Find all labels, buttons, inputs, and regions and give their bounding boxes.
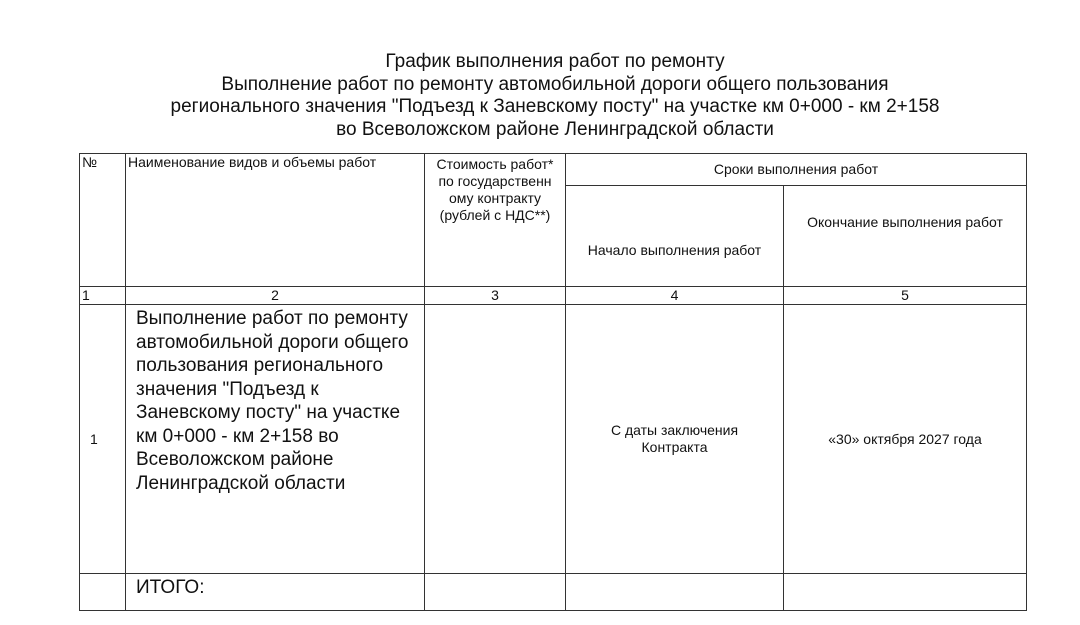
header-cost: Стоимость работ* по государственн ому ко…	[424, 153, 566, 287]
col-number: 1	[79, 286, 126, 305]
schedule-table: № Наименование видов и объемы работ Стои…	[79, 153, 1027, 611]
col-number: 5	[783, 286, 1027, 305]
title-line: Выполнение работ по ремонту автомобильно…	[221, 73, 889, 95]
header-name: Наименование видов и объемы работ	[125, 153, 425, 287]
title-line: График выполнения работ по ремонту	[385, 51, 725, 72]
title-line: регионального значения "Подъезд к Заневс…	[170, 96, 940, 117]
col-number: 3	[424, 286, 566, 305]
title-line: во Всеволожском районе Ленинградской обл…	[336, 118, 774, 140]
header-start: Начало выполнения работ	[565, 185, 784, 287]
row-name: Выполнение работ по ремонту автомобильно…	[125, 304, 425, 574]
row-end: «30» октября 2027 года	[783, 304, 1027, 574]
row-num: 1	[79, 304, 126, 574]
header-num: №	[79, 153, 126, 287]
header-end: Окончание выполнения работ	[783, 185, 1027, 287]
document-title: График выполнения работ по ремонту Выпол…	[60, 51, 1050, 141]
header-terms: Сроки выполнения работ	[565, 153, 1027, 186]
row-start: С даты заключения Контракта	[565, 304, 784, 574]
table-row: 1 Выполнение работ по ремонту автомобиль…	[79, 304, 1027, 574]
total-row: ИТОГО:	[79, 573, 1027, 611]
row-cost	[424, 304, 566, 574]
total-label: ИТОГО:	[125, 573, 425, 611]
col-number: 4	[565, 286, 784, 305]
col-number: 2	[125, 286, 425, 305]
